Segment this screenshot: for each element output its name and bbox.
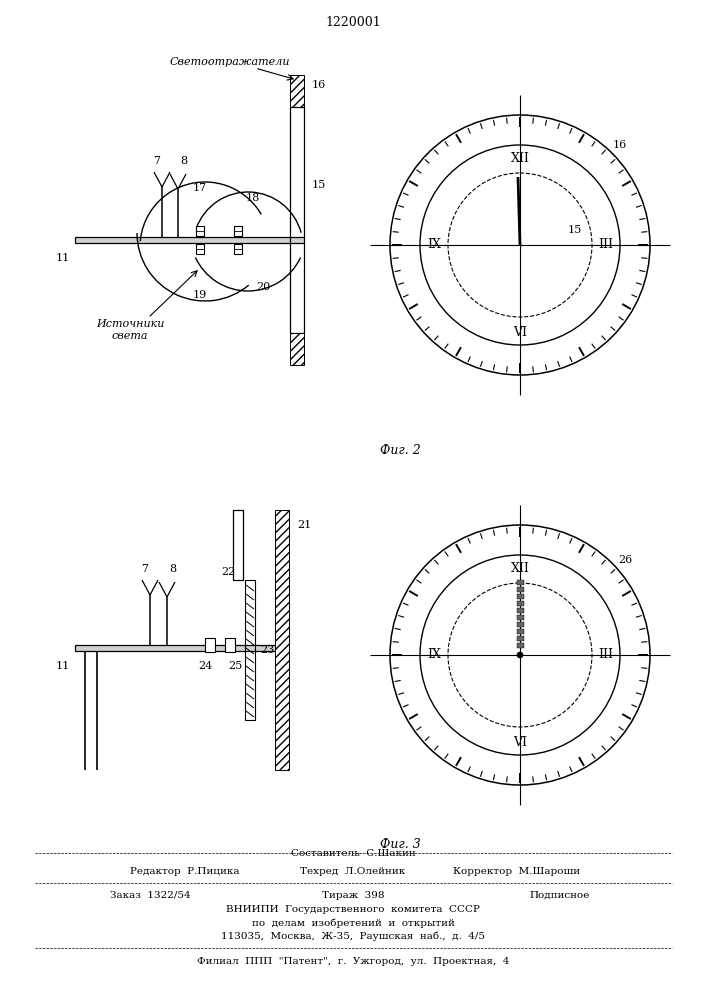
Bar bbox=[234, 226, 242, 236]
Bar bbox=[517, 601, 524, 605]
Text: Фиг. 2: Фиг. 2 bbox=[380, 444, 421, 456]
Bar bbox=[517, 622, 524, 626]
Bar bbox=[517, 587, 524, 591]
Bar bbox=[225, 638, 235, 652]
Text: 1220001: 1220001 bbox=[325, 15, 381, 28]
Bar bbox=[517, 594, 524, 598]
Text: 16: 16 bbox=[613, 140, 627, 150]
Text: 11: 11 bbox=[56, 661, 70, 671]
Bar bbox=[290, 75, 304, 107]
Bar bbox=[196, 244, 204, 254]
Text: Корректор  М.Шароши: Корректор М.Шароши bbox=[453, 867, 580, 876]
Bar bbox=[196, 226, 204, 236]
Text: Фиг. 3: Фиг. 3 bbox=[380, 838, 421, 852]
Text: XII: XII bbox=[510, 562, 530, 574]
Text: IX: IX bbox=[427, 238, 441, 251]
Text: XII: XII bbox=[510, 151, 530, 164]
Bar bbox=[517, 636, 524, 641]
Text: VI: VI bbox=[513, 736, 527, 748]
Text: 7: 7 bbox=[153, 156, 160, 166]
Text: 8: 8 bbox=[170, 564, 177, 574]
Bar bbox=[517, 608, 524, 612]
Text: 20: 20 bbox=[256, 282, 270, 292]
Text: Техред  Л.Олейник: Техред Л.Олейник bbox=[300, 867, 406, 876]
Bar bbox=[290, 107, 304, 333]
Text: 25: 25 bbox=[228, 661, 242, 671]
Text: 16: 16 bbox=[312, 80, 326, 90]
Text: 7: 7 bbox=[141, 564, 148, 574]
Text: 22: 22 bbox=[221, 567, 235, 577]
Text: ВНИИПИ  Государственного  комитета  СССР: ВНИИПИ Государственного комитета СССР bbox=[226, 906, 480, 914]
Text: IX: IX bbox=[427, 648, 441, 662]
Bar bbox=[234, 244, 242, 254]
Text: 15: 15 bbox=[312, 180, 326, 190]
Bar bbox=[245, 580, 255, 720]
Text: 19: 19 bbox=[193, 290, 207, 300]
Text: 23: 23 bbox=[260, 645, 274, 655]
Text: Тираж  398: Тираж 398 bbox=[322, 890, 384, 900]
Text: Заказ  1322/54: Заказ 1322/54 bbox=[110, 890, 191, 900]
Bar bbox=[517, 629, 524, 634]
Text: по  делам  изобретений  и  открытий: по делам изобретений и открытий bbox=[252, 918, 455, 928]
Text: Светоотражатели: Светоотражатели bbox=[170, 57, 291, 67]
Text: Составитель  С.Шакин: Составитель С.Шакин bbox=[291, 848, 416, 857]
Bar bbox=[290, 333, 304, 365]
Text: 24: 24 bbox=[198, 661, 212, 671]
Text: 113035,  Москва,  Ж-35,  Раушская  наб.,  д.  4/5: 113035, Москва, Ж-35, Раушская наб., д. … bbox=[221, 931, 485, 941]
Bar bbox=[75, 645, 275, 652]
Bar bbox=[275, 510, 289, 770]
Bar bbox=[205, 638, 215, 652]
Bar bbox=[233, 510, 243, 580]
Bar bbox=[517, 643, 524, 648]
Text: 17: 17 bbox=[193, 183, 207, 193]
Text: 18: 18 bbox=[246, 193, 260, 203]
Bar bbox=[75, 237, 304, 244]
Text: III: III bbox=[599, 648, 614, 662]
Text: 26: 26 bbox=[618, 555, 632, 565]
Text: Подписное: Подписное bbox=[530, 890, 590, 900]
Text: Редактор  Р.Пицика: Редактор Р.Пицика bbox=[130, 867, 240, 876]
Bar bbox=[517, 580, 524, 584]
Text: 21: 21 bbox=[297, 520, 311, 530]
Text: 15: 15 bbox=[568, 225, 582, 235]
Text: VI: VI bbox=[513, 326, 527, 338]
Bar bbox=[517, 615, 524, 619]
Circle shape bbox=[517, 652, 523, 658]
Text: 8: 8 bbox=[180, 156, 187, 166]
Text: Источники
света: Источники света bbox=[96, 319, 164, 341]
Text: 11: 11 bbox=[56, 253, 70, 263]
Text: Филиал  ППП  "Патент",  г.  Ужгород,  ул.  Проектная,  4: Филиал ППП "Патент", г. Ужгород, ул. Про… bbox=[197, 958, 509, 966]
Text: III: III bbox=[599, 238, 614, 251]
